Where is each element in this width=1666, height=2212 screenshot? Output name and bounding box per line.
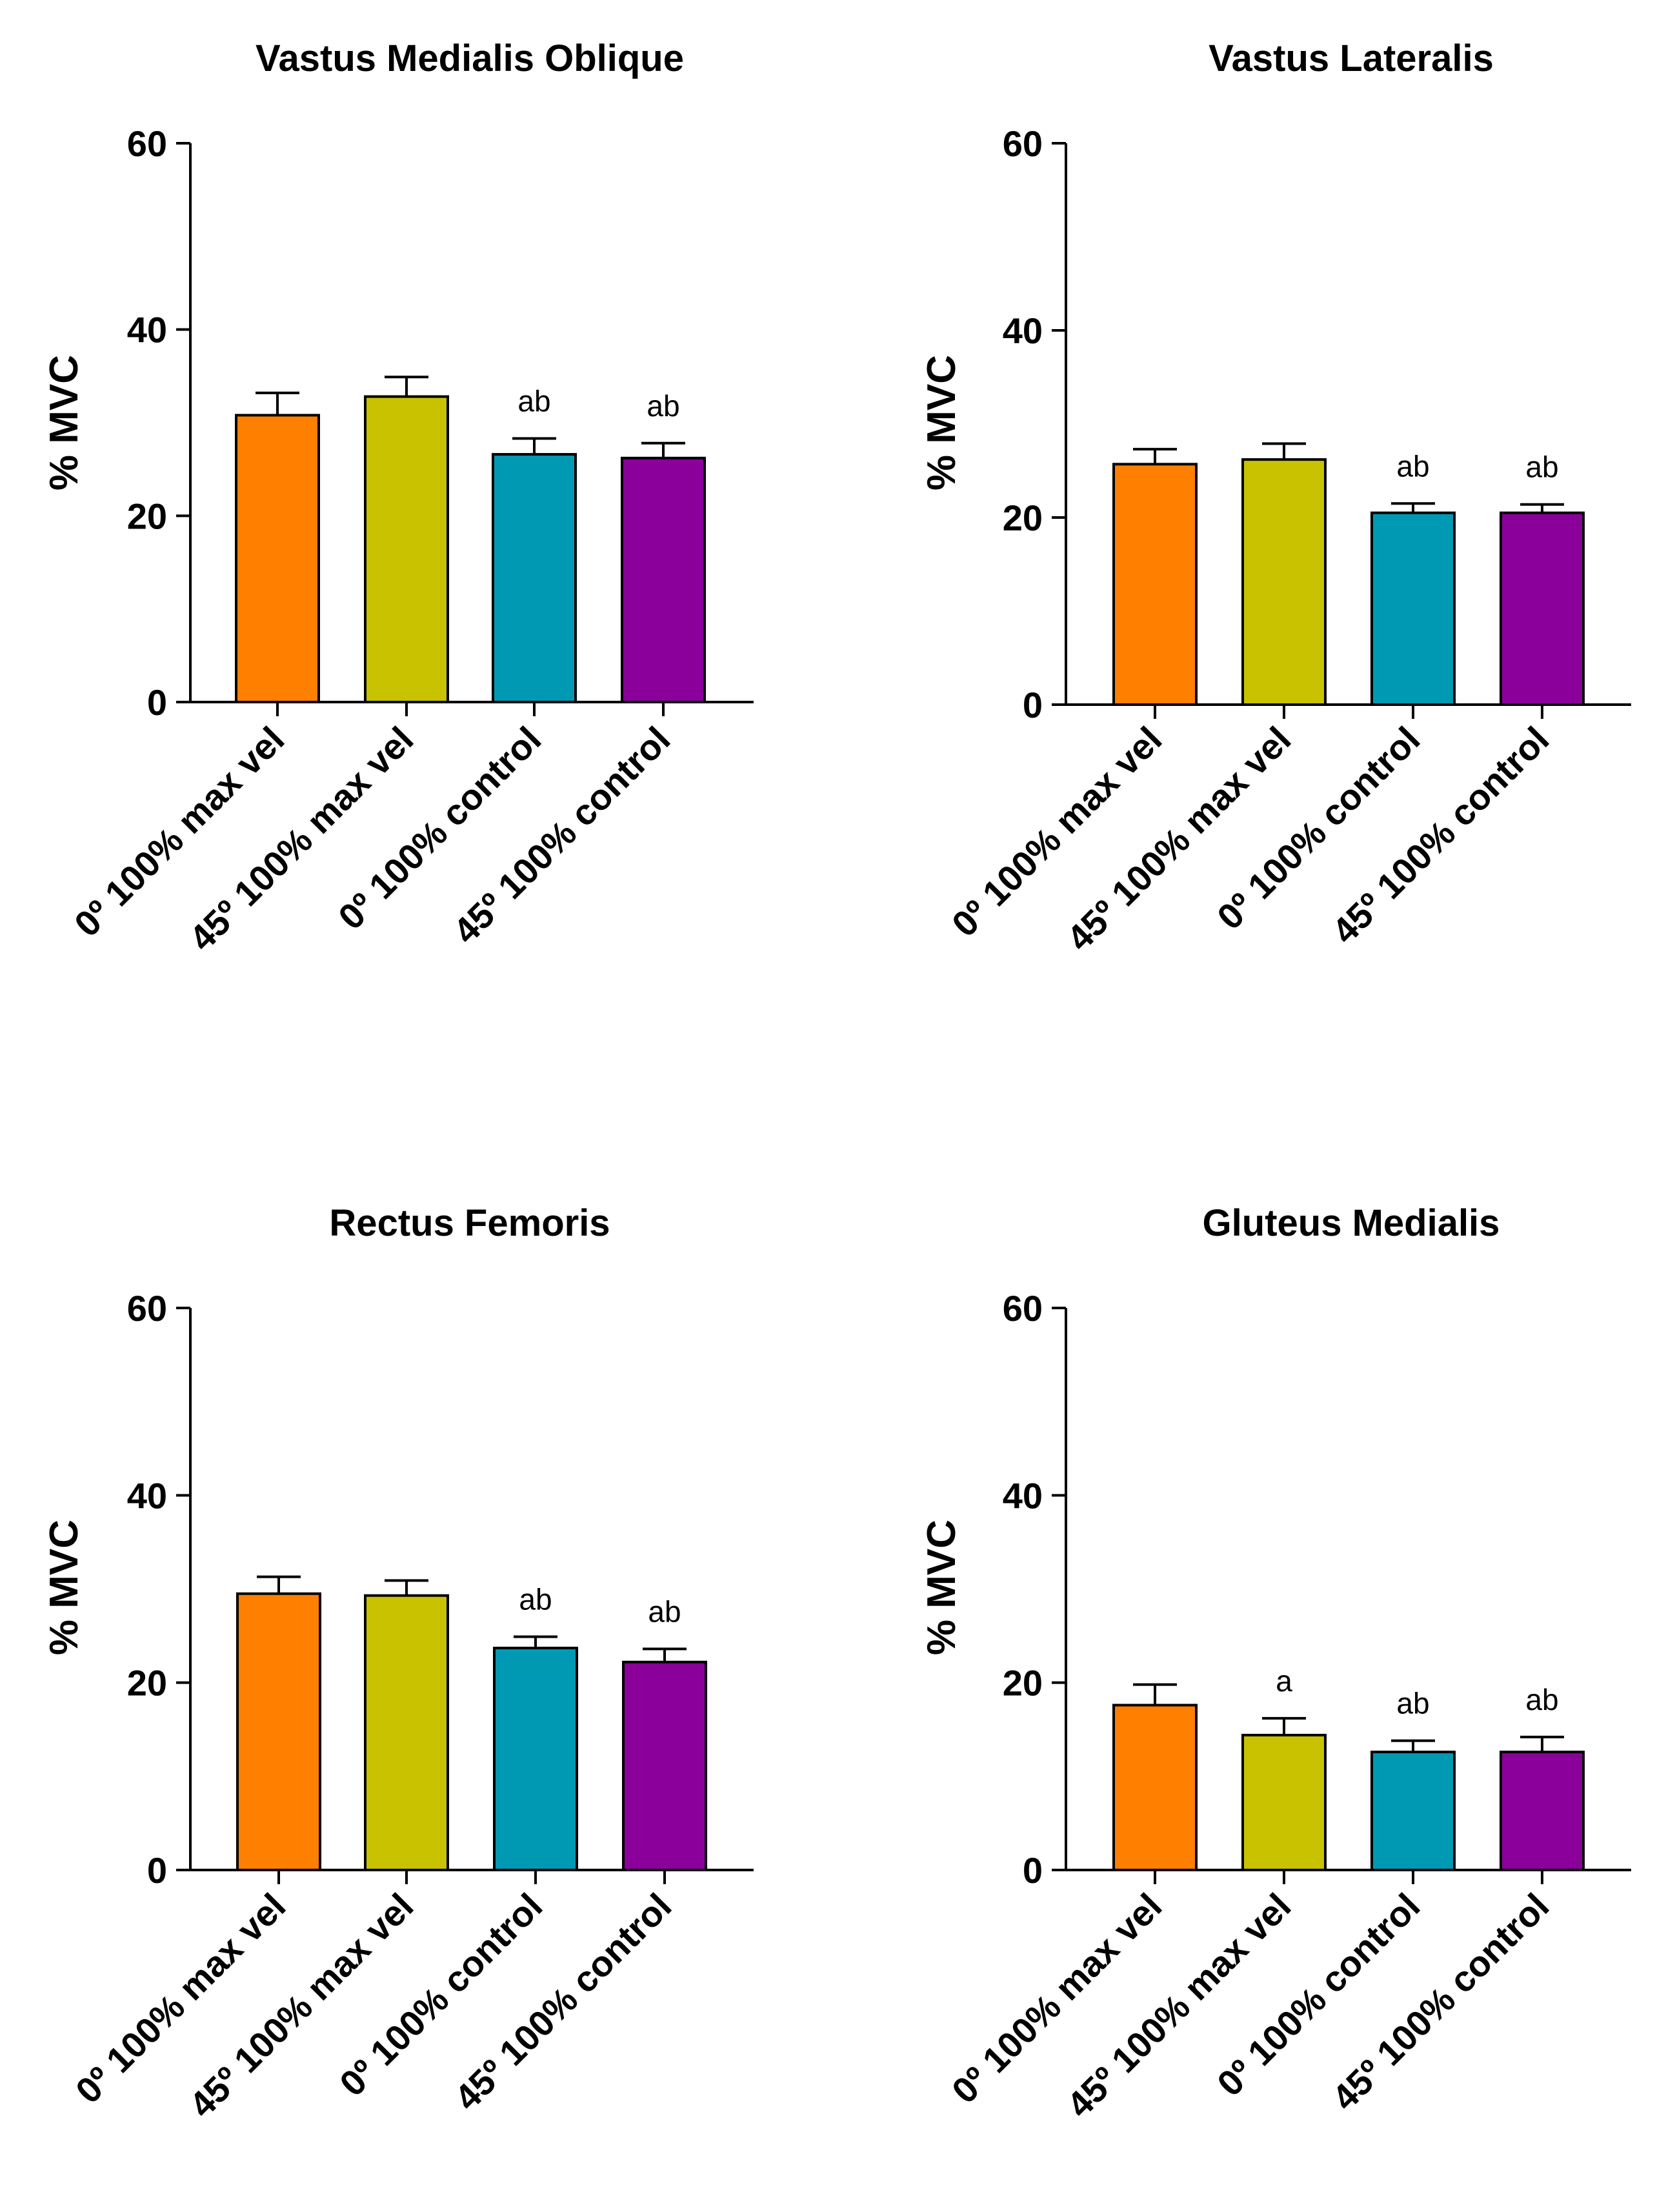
- y-axis-label: % MVC: [42, 1520, 86, 1655]
- bar: [1241, 458, 1327, 706]
- significance-label: ab: [647, 389, 679, 423]
- bar: [493, 1646, 578, 1872]
- chart-title: Gluteus Medialis: [1203, 1202, 1500, 1244]
- chart-title: Rectus Femoris: [329, 1202, 610, 1244]
- y-axis-label: % MVC: [919, 1520, 964, 1655]
- y-tick-label: 20: [1003, 1663, 1043, 1704]
- chart-title: Vastus Lateralis: [1209, 37, 1494, 79]
- x-tick-label: 0º 100% max vel: [68, 1885, 294, 2111]
- y-tick-label: 40: [127, 1475, 167, 1516]
- significance-label: ab: [648, 1594, 681, 1628]
- bar: [1112, 463, 1198, 706]
- y-tick-label: 60: [1003, 123, 1043, 164]
- bar: [1500, 511, 1585, 706]
- x-tick-label: 0º 100% max vel: [944, 1885, 1170, 2111]
- chart-panel-2: Vastus Lateralis % MVC 0 20 40 60 0º 100% max …: [919, 37, 1631, 959]
- y-tick-label: 0: [147, 682, 167, 723]
- y-tick-label: 40: [1003, 1475, 1043, 1516]
- x-tick-label: 45º 100% control: [445, 719, 678, 952]
- x-tick-label: 45º 100% control: [1324, 1885, 1557, 2118]
- chart-title: Vastus Medialis Oblique: [256, 37, 684, 79]
- y-tick-label: 60: [127, 123, 167, 164]
- x-tick-label: 45º 100% max vel: [1059, 1885, 1299, 2126]
- y-tick-label: 60: [1003, 1288, 1043, 1329]
- y-tick-label: 40: [1003, 310, 1043, 351]
- x-tick-label: 0º 100% max vel: [66, 719, 292, 945]
- bar: [1500, 1751, 1585, 1872]
- y-tick-label: 0: [147, 1850, 167, 1891]
- bar: [1112, 1704, 1198, 1871]
- bar: [492, 453, 577, 703]
- x-tick-label: 0º 100% max vel: [944, 719, 1170, 945]
- x-tick-label: 45º 100% control: [1324, 719, 1557, 952]
- y-tick-label: 0: [1023, 1850, 1043, 1891]
- bar: [1241, 1733, 1327, 1871]
- y-tick-label: 20: [1003, 498, 1043, 538]
- bar: [364, 1594, 449, 1871]
- y-tick-label: 40: [127, 310, 167, 350]
- significance-label: ab: [1525, 1683, 1558, 1716]
- significance-label: ab: [519, 1583, 552, 1616]
- bar: [236, 1592, 321, 1871]
- x-tick-label: 45º 100% max vel: [181, 719, 421, 959]
- bar: [622, 1660, 707, 1871]
- bar: [364, 395, 449, 703]
- bar: [621, 456, 706, 703]
- significance-label: ab: [1396, 449, 1429, 483]
- x-tick-label: 45º 100% control: [447, 1885, 679, 2118]
- y-axis-label: % MVC: [42, 355, 86, 490]
- y-tick-label: 20: [127, 1663, 167, 1704]
- y-axis-label: % MVC: [919, 355, 964, 490]
- y-tick-label: 0: [1023, 685, 1043, 725]
- bar: [1370, 511, 1456, 706]
- chart-panel-1: Vastus Medialis Oblique % MVC 0 20 40 60 0º 10…: [42, 37, 754, 959]
- x-tick-label: 45º 100% max vel: [181, 1885, 421, 2126]
- significance-label: ab: [1396, 1687, 1429, 1720]
- y-tick-label: 20: [127, 496, 167, 536]
- x-tick-label: 45º 100% max vel: [1059, 719, 1299, 959]
- significance-label: ab: [517, 385, 550, 418]
- bar: [1370, 1751, 1456, 1872]
- bar: [235, 414, 320, 703]
- significance-label: ab: [1525, 450, 1558, 484]
- y-tick-label: 60: [127, 1288, 167, 1329]
- significance-label: a: [1276, 1664, 1292, 1698]
- chart-panel-4: Gluteus Medialis % MVC 0 20 40 60 0º 100% max …: [919, 1202, 1631, 2126]
- chart-panel-3: Rectus Femoris % MVC 0 20 40 60 0º 100% max ve…: [42, 1202, 754, 2126]
